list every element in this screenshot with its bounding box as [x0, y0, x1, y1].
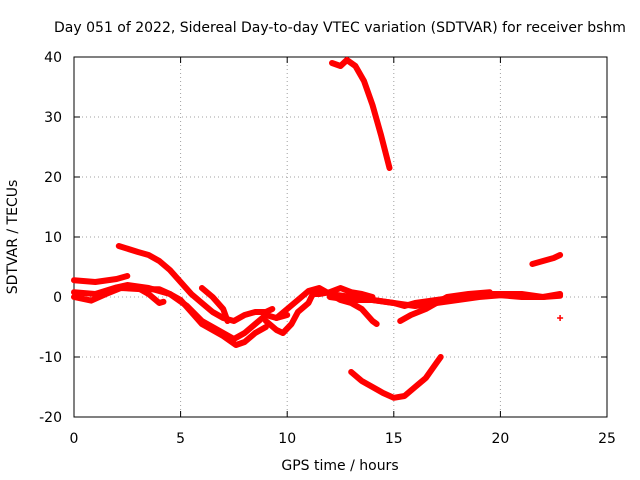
data-points	[71, 57, 564, 401]
chart-title: Day 051 of 2022, Sidereal Day-to-day VTE…	[54, 20, 626, 36]
y-axis-ticks: -20 -10 0 10 20 30 40	[39, 50, 607, 426]
y-tick-label: -20	[39, 410, 62, 426]
series-track-13	[348, 354, 444, 401]
y-tick-label: 40	[44, 50, 62, 66]
series-track-12	[329, 57, 393, 171]
series-track-10	[326, 291, 564, 309]
x-tick-label: 0	[70, 431, 79, 447]
x-tick-label: 10	[278, 431, 296, 447]
series-track-1	[71, 273, 131, 285]
series-track-7	[262, 285, 376, 336]
series-track-4	[135, 285, 167, 306]
series-track-3	[71, 285, 269, 348]
series-outlier-point	[557, 315, 564, 321]
x-tick-label: 20	[491, 431, 509, 447]
x-axis-ticks: 0 5 10 15 20 25	[70, 57, 616, 447]
series-track-14	[529, 252, 564, 267]
series-track-6	[198, 285, 231, 324]
x-tick-label: 25	[598, 431, 616, 447]
y-tick-label: 30	[44, 110, 62, 126]
series-track-5	[115, 243, 276, 324]
y-tick-label: 10	[44, 230, 62, 246]
x-tick-label: 5	[176, 431, 185, 447]
y-tick-label: 0	[53, 290, 62, 306]
x-axis-label: GPS time / hours	[281, 458, 398, 474]
series-track-11	[397, 289, 493, 324]
y-tick-label: -10	[39, 350, 62, 366]
x-tick-label: 15	[385, 431, 403, 447]
y-tick-label: 20	[44, 170, 62, 186]
y-axis-label: SDTVAR / TECUs	[5, 180, 21, 295]
